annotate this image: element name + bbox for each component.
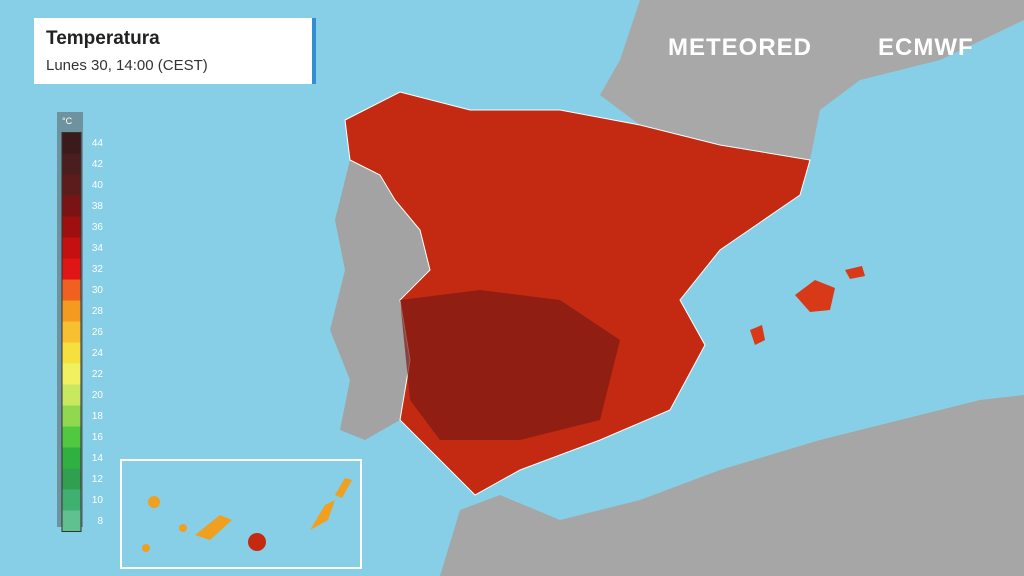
legend-swatch: [62, 489, 81, 511]
brand: METEORED: [668, 34, 813, 61]
legend-tick-label: 32: [92, 264, 104, 275]
legend-tick-label: 18: [92, 411, 104, 422]
legend-swatch: [62, 279, 81, 301]
legend-swatch: [62, 342, 81, 364]
menorca: [845, 266, 865, 279]
legend-tick-label: 36: [92, 222, 104, 233]
legend-tick-label: 30: [92, 285, 104, 296]
legend-tick-label: 40: [92, 180, 104, 191]
legend-swatch: [62, 426, 81, 448]
ibiza: [750, 325, 765, 345]
legend-tick-label: 26: [92, 327, 104, 338]
spain-hot: [400, 290, 620, 440]
legend-swatch: [62, 447, 81, 469]
legend-swatch: [62, 300, 81, 322]
tenerife: [195, 515, 232, 540]
portugal: [330, 160, 430, 440]
legend-swatch: [62, 132, 81, 154]
legend-tick-label: 12: [92, 474, 104, 485]
legend-swatch: [62, 468, 81, 490]
legend-tick-label: 42: [92, 159, 104, 170]
legend-swatch: [62, 405, 81, 427]
legend-swatch: [62, 384, 81, 406]
legend-tick-label: 20: [92, 390, 104, 401]
legend-tick-label: 16: [92, 432, 104, 443]
legend-tick-label: 8: [97, 516, 103, 527]
spain: [344, 91, 811, 496]
title: Temperatura: [46, 28, 160, 49]
africa: [440, 395, 1024, 576]
legend-tick-label: 44: [92, 138, 104, 149]
legend-swatch: [62, 195, 81, 217]
legend-unit: °C: [62, 116, 73, 126]
legend-swatch: [62, 153, 81, 175]
legend-swatch: [62, 237, 81, 259]
legend-tick-label: 28: [92, 306, 104, 317]
canary-inset: [120, 459, 362, 569]
legend-tick-label: 24: [92, 348, 104, 359]
legend-swatch: [62, 363, 81, 385]
legend-tick-label: 10: [92, 495, 104, 506]
legend-tick-label: 22: [92, 369, 104, 380]
legend-swatch: [62, 510, 81, 532]
brand: ECMWF: [878, 34, 974, 61]
la-gomera: [179, 524, 187, 532]
lanzarote: [335, 478, 352, 498]
legend-swatch: [62, 258, 81, 280]
legend-tick-label: 34: [92, 243, 104, 254]
legend-swatch: [62, 216, 81, 238]
legend-tick-label: 38: [92, 201, 104, 212]
la-palma: [148, 496, 160, 508]
el-hierro: [142, 544, 150, 552]
title-box: Temperatura Lunes 30, 14:00 (CEST): [34, 18, 316, 84]
legend-tick-label: 14: [92, 453, 104, 464]
fuerteventura: [310, 500, 335, 530]
subtitle: Lunes 30, 14:00 (CEST): [46, 57, 208, 74]
france: [600, 0, 1024, 160]
gran-canaria: [248, 533, 266, 551]
legend-frame: [61, 132, 82, 532]
mallorca: [795, 280, 835, 312]
legend-swatch: [62, 321, 81, 343]
legend-swatch: [62, 174, 81, 196]
